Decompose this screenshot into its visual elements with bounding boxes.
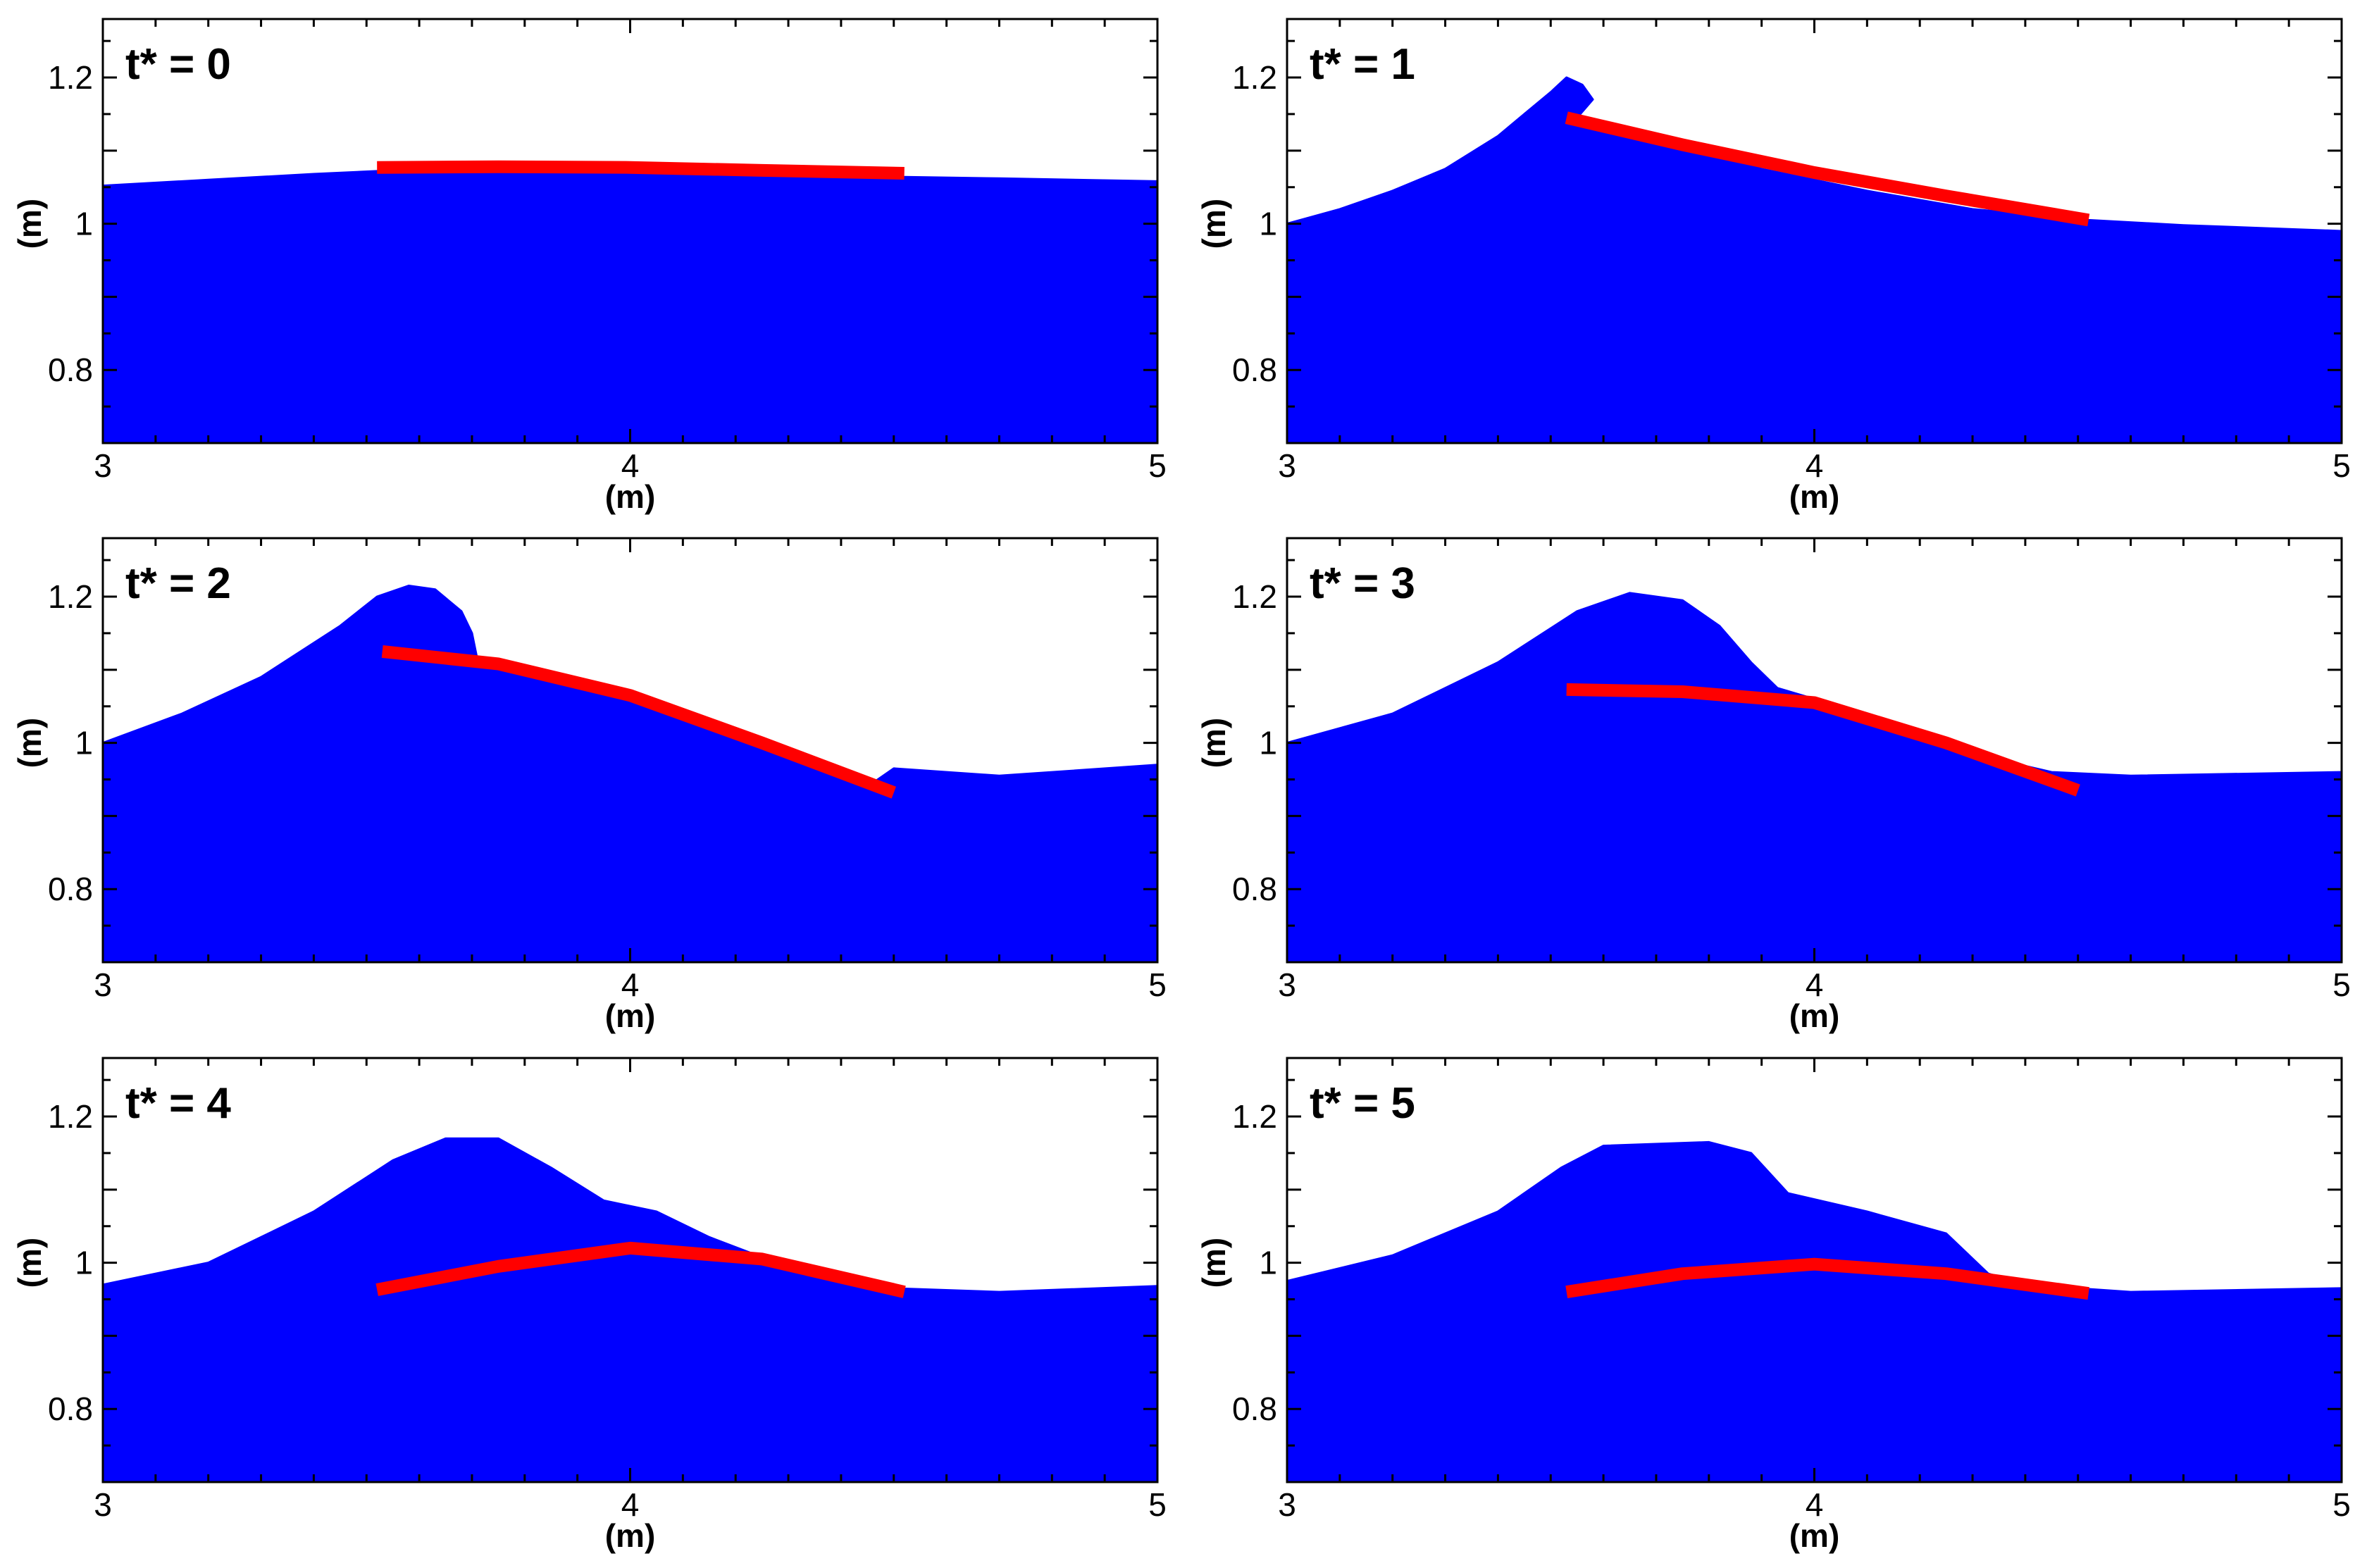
x-tick-label: 3 [1278,1486,1296,1523]
water-region [1286,1140,2343,1483]
water-region [1286,76,2343,444]
plate-line [1566,683,2080,797]
y-tick-label: 1.2 [48,59,93,96]
x-tick-label: 5 [1148,1486,1167,1523]
panel-title: t* = 3 [1310,559,1415,608]
x-tick-label: 4 [621,1486,640,1523]
y-tick-label: 0.8 [48,871,93,907]
chart-panel-3: 3 4 5 0.8 1 1.2 (m) (m) t* = 3 [1195,537,2351,1034]
y-tick-label: 0.8 [1232,871,1277,907]
panel-title: t* = 2 [125,559,231,608]
x-tick-label: 4 [1806,447,1824,484]
x-tick-label: 5 [2332,447,2351,484]
y-tick-label: 1 [1259,206,1277,242]
x-tick-label: 5 [1148,447,1167,484]
y-tick-label: 1 [75,1245,93,1281]
panel-title: t* = 0 [125,40,231,89]
plate-line [381,645,896,799]
panel-title: t* = 5 [1310,1079,1415,1128]
chart-panel-4: 3 4 5 0.8 1 1.2 (m) (m) t* = 4 [11,1057,1167,1554]
y-tick-label: 1.2 [1232,59,1277,96]
x-axis-label: (m) [1789,478,1840,515]
y-tick-label: 1 [75,206,93,242]
y-axis-label: (m) [11,1238,48,1288]
chart-panel-2: 3 4 5 0.8 1 1.2 (m) (m) t* = 2 [11,537,1167,1034]
panel-title: t* = 1 [1310,40,1415,89]
y-tick-label: 0.8 [1232,1390,1277,1427]
x-axis-label: (m) [605,997,656,1034]
y-tick-label: 0.8 [48,1390,93,1427]
x-tick-label: 4 [621,447,640,484]
y-axis-label: (m) [1195,1238,1232,1288]
water-region [101,1137,1159,1483]
y-tick-label: 1.2 [1232,578,1277,615]
x-tick-label: 5 [2332,966,2351,1003]
y-axis-label: (m) [1195,199,1232,249]
x-axis-label: (m) [605,1517,656,1554]
x-tick-label: 3 [94,1486,112,1523]
x-tick-label: 5 [1148,966,1167,1003]
chart-panel-0: 3 4 5 0.8 1 1.2 (m) (m) t* = 0 [11,18,1167,515]
y-tick-label: 1.2 [48,578,93,615]
water-region [101,170,1159,444]
chart-panel-1: 3 4 5 0.8 1 1.2 (m) (m) t* = 1 [1195,18,2351,515]
water-region [1286,592,2343,964]
plate-line [377,160,905,180]
y-tick-label: 1.2 [1232,1098,1277,1135]
water-region [101,585,1159,964]
y-tick-label: 1 [1259,1245,1277,1281]
y-tick-label: 1 [75,725,93,761]
y-tick-label: 0.8 [48,351,93,388]
x-tick-label: 3 [94,447,112,484]
x-axis-label: (m) [1789,1517,1840,1554]
y-axis-label: (m) [11,718,48,769]
plate-line [1565,111,2090,227]
y-tick-label: 1 [1259,725,1277,761]
x-tick-label: 4 [1806,1486,1824,1523]
panel-title: t* = 4 [125,1079,231,1128]
x-tick-label: 4 [621,966,640,1003]
x-tick-label: 3 [1278,447,1296,484]
x-axis-label: (m) [1789,997,1840,1034]
y-tick-label: 0.8 [1232,351,1277,388]
x-tick-label: 3 [1278,966,1296,1003]
x-tick-label: 3 [94,966,112,1003]
x-axis-label: (m) [605,478,656,515]
x-tick-label: 5 [2332,1486,2351,1523]
y-tick-label: 1.2 [48,1098,93,1135]
y-axis-label: (m) [11,199,48,249]
y-axis-label: (m) [1195,718,1232,769]
plate-line [1565,1257,2089,1300]
x-tick-label: 4 [1806,966,1824,1003]
plate-line [375,1241,906,1298]
chart-panel-5: 3 4 5 0.8 1 1.2 (m) (m) t* = 5 [1195,1057,2351,1554]
